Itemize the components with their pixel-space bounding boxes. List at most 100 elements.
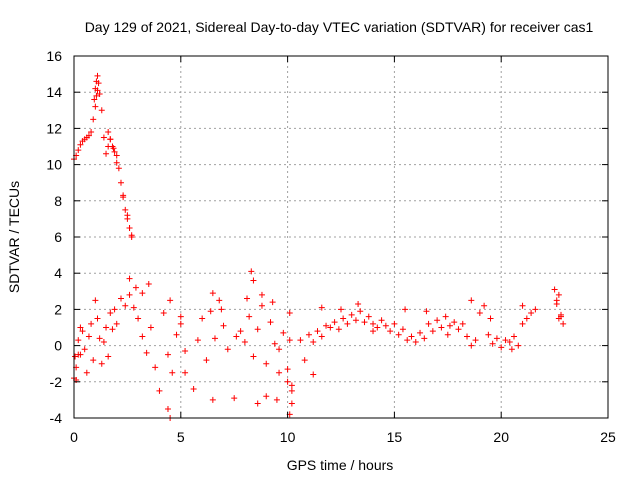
data-point	[209, 290, 216, 297]
data-point	[250, 353, 257, 360]
chart-title: Day 129 of 2021, Sidereal Day-to-day VTE…	[85, 19, 594, 35]
data-point	[301, 357, 308, 364]
data-point	[269, 299, 276, 306]
data-point	[93, 78, 100, 85]
data-point	[352, 317, 359, 324]
data-point	[357, 308, 364, 315]
data-point	[88, 129, 95, 136]
data-point	[417, 329, 424, 336]
data-point	[382, 322, 389, 329]
y-tick-label: 16	[46, 48, 62, 64]
data-point	[472, 337, 479, 344]
data-point	[288, 400, 295, 407]
data-point	[110, 145, 117, 152]
data-point	[233, 333, 240, 340]
data-point	[139, 290, 146, 297]
data-point	[143, 349, 150, 356]
data-point	[421, 335, 428, 342]
data-point	[75, 351, 82, 358]
data-point	[468, 297, 475, 304]
data-point	[258, 302, 265, 309]
data-point	[288, 382, 295, 389]
data-points	[71, 72, 567, 421]
data-point	[147, 324, 154, 331]
data-point	[92, 103, 99, 110]
data-point	[130, 304, 137, 311]
data-point	[79, 328, 86, 335]
data-point	[515, 342, 522, 349]
data-point	[113, 152, 120, 159]
data-point	[284, 378, 291, 385]
data-point	[128, 232, 135, 239]
data-point	[476, 310, 483, 317]
x-tick-label: 15	[387, 429, 403, 445]
data-point	[555, 315, 562, 322]
data-point	[126, 275, 133, 282]
data-point	[107, 310, 114, 317]
data-point	[335, 326, 342, 333]
data-point	[126, 224, 133, 231]
data-point	[555, 291, 562, 298]
data-point	[156, 387, 163, 394]
data-point	[75, 337, 82, 344]
data-point	[83, 369, 90, 376]
data-point	[105, 353, 112, 360]
data-point	[271, 340, 278, 347]
data-point	[220, 322, 227, 329]
data-point	[314, 328, 321, 335]
data-point	[132, 284, 139, 291]
data-point	[323, 322, 330, 329]
data-point	[254, 400, 261, 407]
data-point	[560, 320, 567, 327]
data-point	[528, 310, 535, 317]
data-point	[107, 136, 114, 143]
data-point	[152, 364, 159, 371]
data-point	[468, 342, 475, 349]
data-point	[558, 311, 565, 318]
data-point	[113, 320, 120, 327]
data-point	[532, 306, 539, 313]
data-point	[402, 306, 409, 313]
y-tick-label: 12	[46, 120, 62, 136]
data-point	[284, 366, 291, 373]
data-point	[487, 315, 494, 322]
x-axis-tick-labels: 0 5 10 15 20 25	[70, 429, 616, 445]
data-point	[378, 317, 385, 324]
data-point	[387, 328, 394, 335]
x-tick-label: 25	[600, 429, 616, 445]
data-point	[276, 346, 283, 353]
y-tick-label: -2	[50, 374, 63, 390]
data-point	[553, 297, 560, 304]
data-point	[209, 396, 216, 403]
data-point	[75, 147, 82, 154]
data-point	[109, 326, 116, 333]
data-point	[100, 134, 107, 141]
data-point	[182, 369, 189, 376]
data-point	[310, 338, 317, 345]
data-point	[404, 337, 411, 344]
data-point	[72, 353, 79, 360]
data-point	[365, 313, 372, 320]
data-point	[126, 291, 133, 298]
data-point	[145, 281, 152, 288]
data-point	[254, 326, 261, 333]
data-point	[177, 320, 184, 327]
y-tick-label: 2	[54, 301, 62, 317]
data-point	[241, 338, 248, 345]
data-point	[169, 369, 176, 376]
data-point	[218, 306, 225, 313]
data-point	[167, 297, 174, 304]
data-point	[493, 335, 500, 342]
data-point	[203, 357, 210, 364]
data-point	[523, 315, 530, 322]
y-axis-label: SDTVAR / TECUs	[6, 181, 22, 293]
data-point	[551, 286, 558, 293]
data-point	[391, 320, 398, 327]
data-point	[361, 319, 368, 326]
data-point	[276, 369, 283, 376]
data-point	[498, 344, 505, 351]
data-point	[429, 328, 436, 335]
data-point	[338, 306, 344, 313]
data-point	[318, 304, 325, 311]
data-point	[90, 116, 97, 123]
